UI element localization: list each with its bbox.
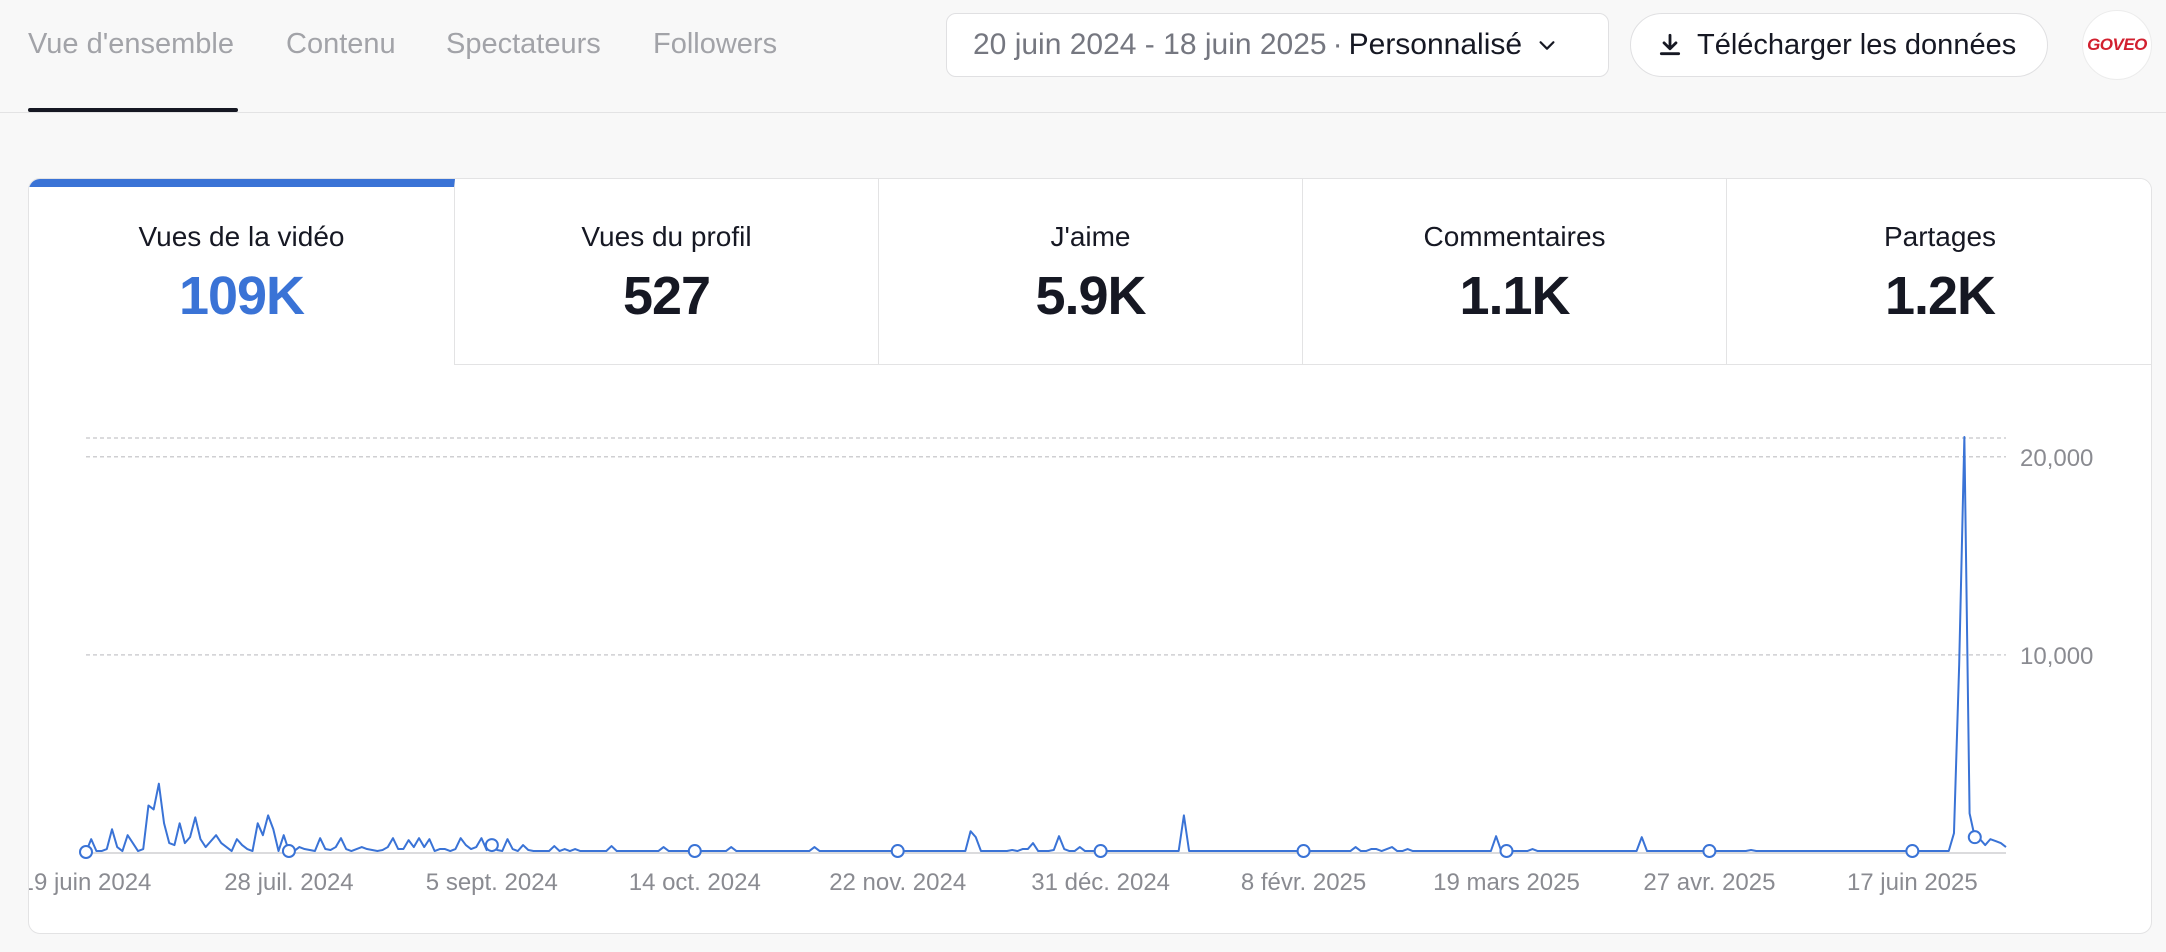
metric-value: 109K [178, 266, 305, 326]
metric-comments[interactable]: Commentaires 1.1K [1303, 179, 1727, 365]
metric-label: Commentaires [1423, 221, 1606, 252]
metric-value: 1.2K [1884, 266, 1996, 326]
data-point-marker [484, 838, 499, 853]
metric-label: J'aime [1050, 221, 1131, 252]
data-point-marker [1967, 830, 1982, 845]
x-tick-label: 19 juin 2024 [29, 869, 151, 896]
data-point-marker [281, 844, 296, 859]
download-icon [1659, 33, 1681, 56]
metric-value: 1.1K [1459, 266, 1570, 326]
date-preset-label: Personnalisé [1348, 28, 1523, 61]
data-point-marker [687, 844, 702, 859]
x-tick-label: 28 juil. 2024 [224, 869, 353, 896]
series-line [85, 436, 2007, 853]
x-tick-label: 22 nov. 2024 [829, 869, 966, 896]
data-point-marker [1702, 844, 1717, 859]
y-tick-label: 20,000 [2020, 445, 2093, 472]
x-tick-label: 5 sept. 2024 [426, 869, 558, 896]
metric-profile-views[interactable]: Vues du profil 527 [455, 179, 879, 365]
data-point-marker [79, 845, 93, 860]
date-range-separator: · [1332, 28, 1343, 61]
x-tick-label: 8 févr. 2025 [1241, 869, 1366, 896]
metric-label: Vues du profil [581, 221, 752, 252]
metric-video-views[interactable]: Vues de la vidéo 109K [29, 179, 455, 365]
metric-label: Partages [1883, 221, 1997, 252]
metric-value: 5.9K [1035, 266, 1146, 326]
download-data-label: Télécharger les données [1697, 28, 2017, 61]
x-tick-label: 31 déc. 2024 [1031, 869, 1170, 896]
data-point-marker [890, 844, 905, 859]
metric-likes[interactable]: J'aime 5.9K [879, 179, 1303, 365]
tab-followers[interactable]: Followers [653, 28, 778, 60]
date-range-picker[interactable]: 20 juin 2024 - 18 juin 2025 · Personnali… [946, 13, 1609, 77]
active-tab-indicator [28, 108, 238, 112]
data-point-marker [1905, 844, 1920, 859]
line-chart: 10,000 20,000 19 juin 2024 28 juil. 2024 5 s… [29, 436, 2093, 896]
metric-label: Vues de la vidéo [138, 221, 345, 252]
download-data-button[interactable]: Télécharger les données [1630, 13, 2048, 77]
data-point-marker [1499, 844, 1514, 859]
analytics-card: Vues de la vidéo 109K Vues du profil 527… [28, 178, 2152, 934]
tab-content[interactable]: Contenu [286, 28, 396, 60]
x-tick-label: 14 oct. 2024 [629, 869, 761, 896]
data-point-marker [1296, 844, 1311, 859]
metric-shares[interactable]: Partages 1.2K [1727, 179, 2151, 365]
chevron-down-icon [1539, 41, 1555, 50]
x-tick-label: 17 juin 2025 [1847, 869, 1978, 896]
avatar-logo-text: GOVEO [2087, 35, 2147, 54]
x-tick-label: 19 mars 2025 [1433, 869, 1580, 896]
top-bar: Vue d'ensemble Contenu Spectateurs Follo… [0, 0, 2166, 113]
metric-value: 527 [622, 266, 711, 326]
tab-overview[interactable]: Vue d'ensemble [28, 28, 234, 60]
date-range-text: 20 juin 2024 - 18 juin 2025 [973, 28, 1327, 61]
tab-viewers[interactable]: Spectateurs [446, 28, 601, 60]
account-avatar[interactable]: GOVEO [2082, 10, 2152, 80]
data-point-marker [1093, 844, 1108, 859]
video-views-chart: 10,000 20,000 19 juin 2024 28 juil. 2024 5 s… [29, 179, 2151, 933]
x-tick-label: 27 avr. 2025 [1643, 869, 1775, 896]
y-tick-label: 10,000 [2020, 643, 2093, 670]
